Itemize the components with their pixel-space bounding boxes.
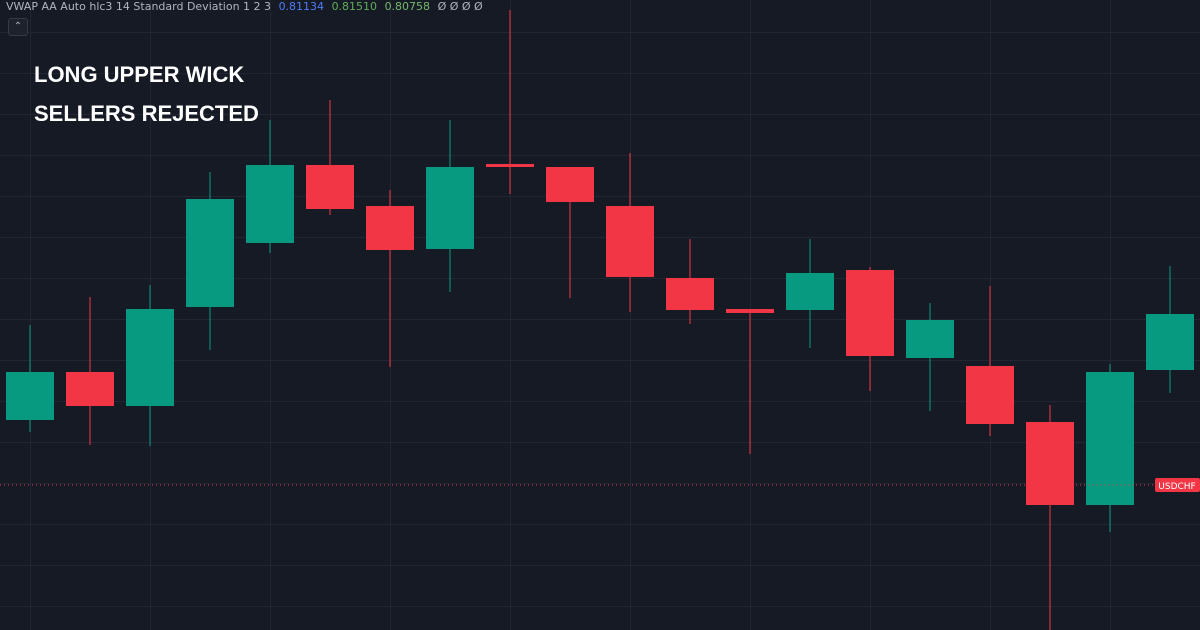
indicator-value: 0.81510 (331, 0, 378, 13)
indicator-placeholders: Ø Ø Ø Ø (437, 0, 483, 13)
collapse-button[interactable]: ⌃ (8, 18, 28, 36)
candle-body (606, 206, 654, 277)
candle-body (906, 320, 954, 358)
candle-body (1086, 372, 1134, 505)
candle-body (186, 199, 234, 307)
candle-body (846, 270, 894, 356)
indicator-value: 0.81134 (278, 0, 325, 13)
annotation: LONG UPPER WICK (34, 62, 245, 87)
candle-body (6, 372, 54, 420)
candle-body (366, 206, 414, 250)
candle-body (306, 165, 354, 209)
candle-body (126, 309, 174, 406)
candle-body (66, 372, 114, 406)
candle-body (1146, 314, 1194, 370)
candle-body (966, 366, 1014, 424)
price-label: USDCHF (1158, 482, 1195, 492)
annotation: SELLERS REJECTED (34, 101, 259, 126)
candle-body (1026, 422, 1074, 505)
candle-body (786, 273, 834, 310)
candle-body (726, 309, 774, 313)
candle-body (486, 164, 534, 167)
candle-body (426, 167, 474, 249)
candle-body (246, 165, 294, 243)
candle-body (666, 278, 714, 310)
indicator-label: VWAP AA Auto hlc3 14 Standard Deviation … (6, 0, 272, 13)
indicator-value: 0.80758 (384, 0, 431, 13)
indicator-legend: VWAP AA Auto hlc3 14 Standard Deviation … (6, 0, 487, 13)
price-label-box (1155, 478, 1200, 492)
candle-body (546, 167, 594, 202)
